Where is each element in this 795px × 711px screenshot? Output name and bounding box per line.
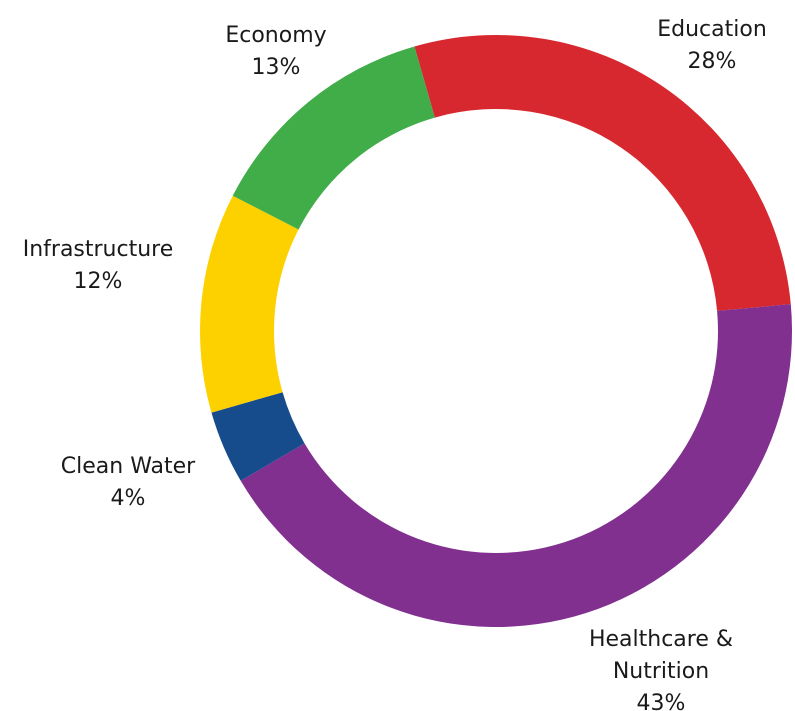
- slice-value-label: 13%: [252, 55, 301, 80]
- slice-healthcare-and-nutrition: [240, 304, 793, 627]
- slice-economy: [232, 46, 435, 230]
- slices-layer: [200, 35, 793, 627]
- slice-label-economy: Economy 13%: [225, 23, 326, 80]
- slice-name-label: Education: [657, 17, 767, 42]
- slice-name-label: Clean Water: [61, 454, 196, 479]
- slice-value-label: 28%: [688, 49, 737, 74]
- slice-name-label: Infrastructure: [23, 237, 174, 262]
- slice-label-clean-water: Clean Water 4%: [61, 454, 196, 511]
- slice-label-infrastructure: Infrastructure 12%: [23, 237, 174, 294]
- slice-name-label: Nutrition: [613, 659, 709, 684]
- labels-layer: Education 28% Healthcare & Nutrition 43% Clea…: [23, 17, 767, 711]
- slice-label-education: Education 28%: [657, 17, 767, 74]
- slice-name-label: Economy: [225, 23, 326, 48]
- slice-label-healthcare-and-nutrition: Healthcare & Nutrition 43%: [589, 627, 733, 711]
- slice-infrastructure: [200, 195, 299, 413]
- slice-value-label: 43%: [637, 691, 686, 711]
- slice-clean-water: [211, 392, 305, 481]
- slice-value-label: 12%: [74, 269, 123, 294]
- slice-education: [414, 35, 791, 311]
- slice-name-label: Healthcare &: [589, 627, 733, 652]
- slice-value-label: 4%: [111, 486, 146, 511]
